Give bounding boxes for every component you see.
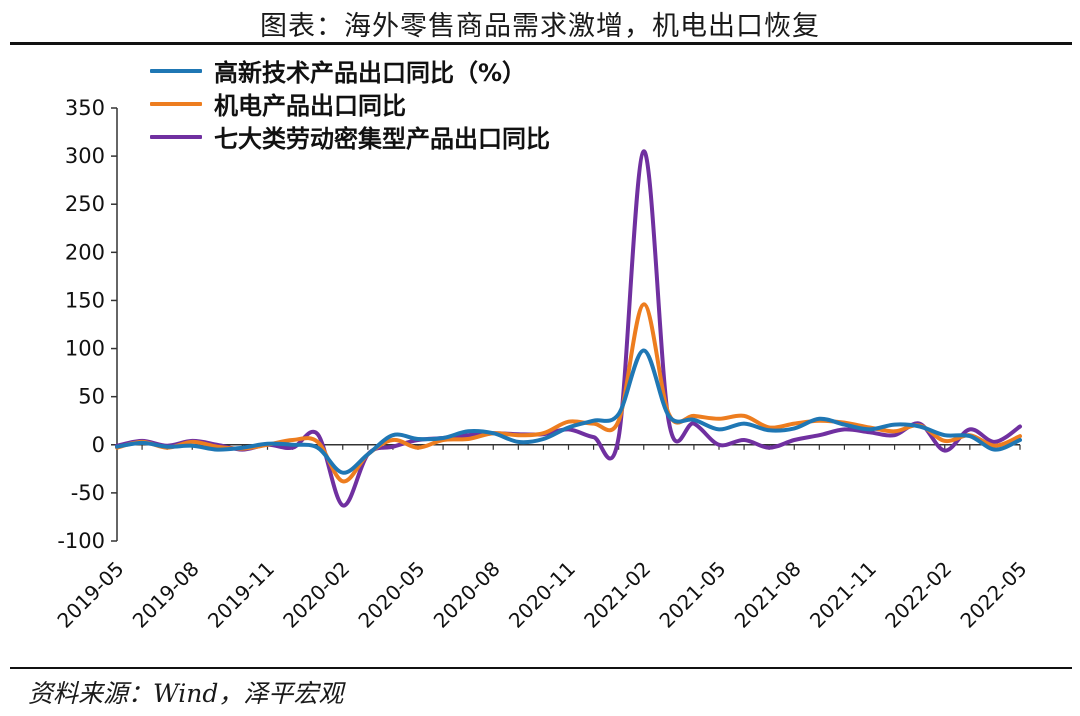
legend-item-high-tech: 高新技术产品出口同比（%） — [150, 54, 550, 87]
bottom-rule — [10, 667, 1072, 669]
x-tick-label: 2021-02 — [579, 557, 655, 633]
x-tick-label: 2022-02 — [880, 557, 956, 633]
x-tick-label: 2021-11 — [805, 557, 881, 633]
x-tick-label: 2019-11 — [203, 557, 279, 633]
legend-swatch-high-tech — [150, 68, 202, 73]
x-tick-label: 2022-05 — [955, 557, 1031, 633]
x-tick-label: 2020-11 — [504, 557, 580, 633]
y-tick-label: 100 — [65, 337, 105, 361]
y-tick-label: 200 — [65, 240, 105, 264]
series-line-electromechanical — [115, 302, 1022, 484]
x-tick-label: 2021-08 — [730, 557, 806, 633]
y-tick-label: 150 — [65, 288, 105, 312]
legend-item-labor-intensive: 七大类劳动密集型产品出口同比 — [150, 120, 550, 153]
x-tick-label: 2020-05 — [353, 557, 429, 633]
legend-label-high-tech: 高新技术产品出口同比（%） — [214, 59, 527, 87]
chart-series — [115, 149, 1022, 508]
y-tick-label: 300 — [65, 144, 105, 168]
legend-item-electromechanical: 机电产品出口同比 — [150, 87, 550, 120]
series-line-labor-intensive — [115, 149, 1022, 508]
legend-label-labor-intensive: 七大类劳动密集型产品出口同比 — [214, 125, 550, 153]
legend: 高新技术产品出口同比（%） 机电产品出口同比 七大类劳动密集型产品出口同比 — [150, 54, 550, 153]
legend-label-electromechanical: 机电产品出口同比 — [214, 92, 406, 120]
source-note: 资料来源：Wind，泽平宏观 — [28, 679, 344, 708]
y-tick-label: 350 — [65, 96, 105, 120]
legend-swatch-electromechanical — [150, 101, 202, 106]
series-line-high-tech — [115, 348, 1022, 475]
legend-swatch-labor-intensive — [150, 134, 202, 139]
x-tick-label: 2020-08 — [429, 557, 505, 633]
x-tick-label: 2019-08 — [128, 557, 204, 633]
x-tick-label: 2019-05 — [52, 557, 128, 633]
chart-title: 图表：海外零售商品需求激增，机电出口恢复 — [260, 11, 820, 42]
y-tick-label: 0 — [92, 433, 105, 457]
x-tick-label: 2020-02 — [278, 557, 354, 633]
y-tick-label: 50 — [78, 385, 105, 409]
y-tick-label: 250 — [65, 192, 105, 216]
x-tick-label: 2021-05 — [654, 557, 730, 633]
top-rule — [10, 42, 1072, 45]
y-tick-label: -50 — [71, 481, 105, 505]
y-tick-label: -100 — [57, 529, 105, 553]
